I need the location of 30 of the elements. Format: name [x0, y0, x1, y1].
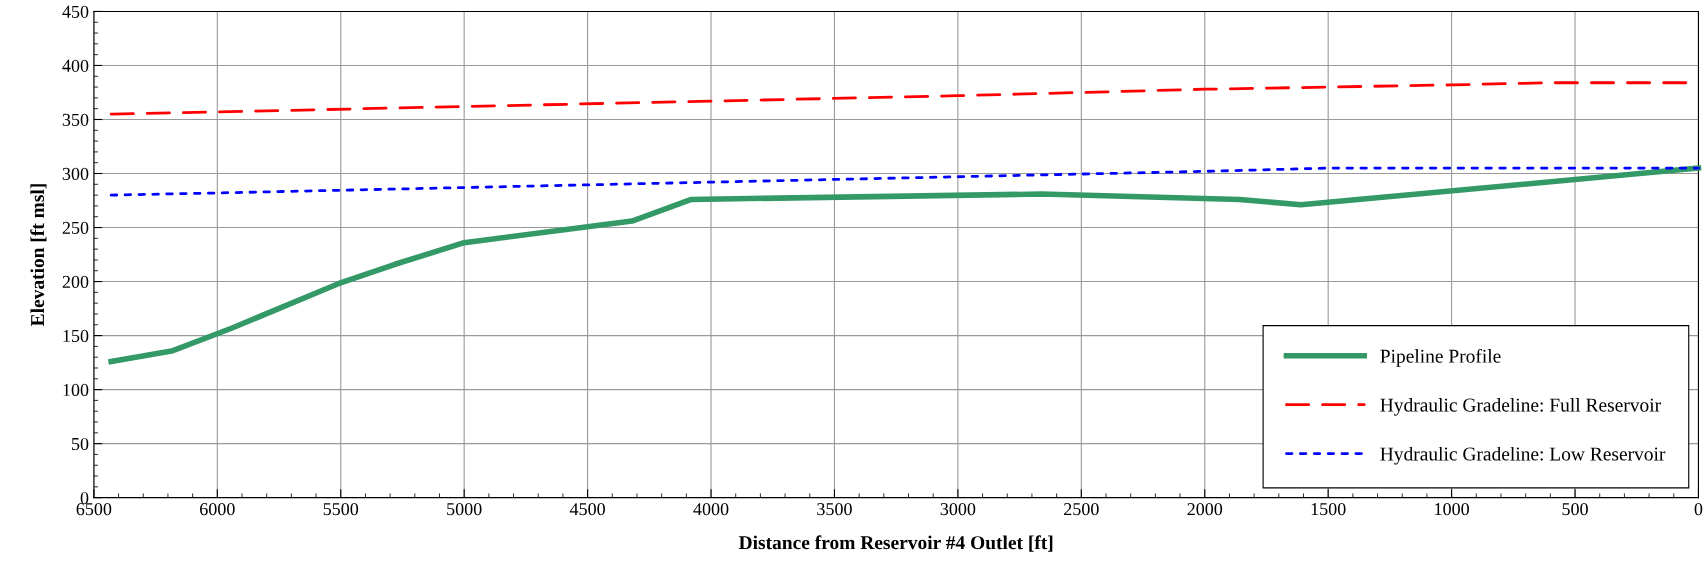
- y-axis-title: Elevation [ft msl]: [30, 184, 47, 327]
- y-tick-label: 50: [72, 437, 89, 451]
- x-tick-label: 5000: [447, 503, 482, 516]
- legend-label: Hydraulic Gradeline: Full Reservoir: [1380, 397, 1661, 416]
- x-tick-label: 0: [1694, 503, 1703, 516]
- y-tick-label: 150: [63, 329, 89, 343]
- y-tick-label: 200: [62, 275, 89, 288]
- y-tick-label: 100: [63, 383, 89, 397]
- y-tick-label: 400: [62, 59, 89, 72]
- x-tick-label: 4000: [693, 503, 729, 516]
- y-tick-label: 250: [62, 221, 89, 234]
- x-tick-label: 2500: [1064, 503, 1099, 516]
- x-tick-label: 5500: [323, 503, 359, 516]
- legend-label: Hydraulic Gradeline: Low Reservoir: [1380, 446, 1666, 465]
- x-tick-label: 4500: [569, 503, 605, 516]
- y-tick-label: 450: [62, 5, 89, 18]
- x-tick-label: 2000: [1187, 503, 1223, 516]
- x-tick-label: 6500: [76, 503, 112, 516]
- legend-label: Pipeline Profile: [1380, 348, 1501, 367]
- x-tick-label: 1000: [1435, 503, 1469, 516]
- y-tick-label: 300: [62, 167, 89, 180]
- x-tick-label: 500: [1562, 503, 1588, 516]
- x-tick-label: 1500: [1311, 503, 1346, 516]
- line-series: [109, 166, 1700, 197]
- x-tick-label: 3500: [817, 503, 852, 516]
- x-tick-label: 6000: [200, 503, 235, 516]
- x-axis-title: Distance from Reservoir #4 Outlet [ft]: [738, 535, 1053, 552]
- y-tick-label: 350: [62, 113, 89, 126]
- x-tick-label: 3000: [940, 503, 976, 516]
- y-tick-label: 0: [80, 491, 89, 505]
